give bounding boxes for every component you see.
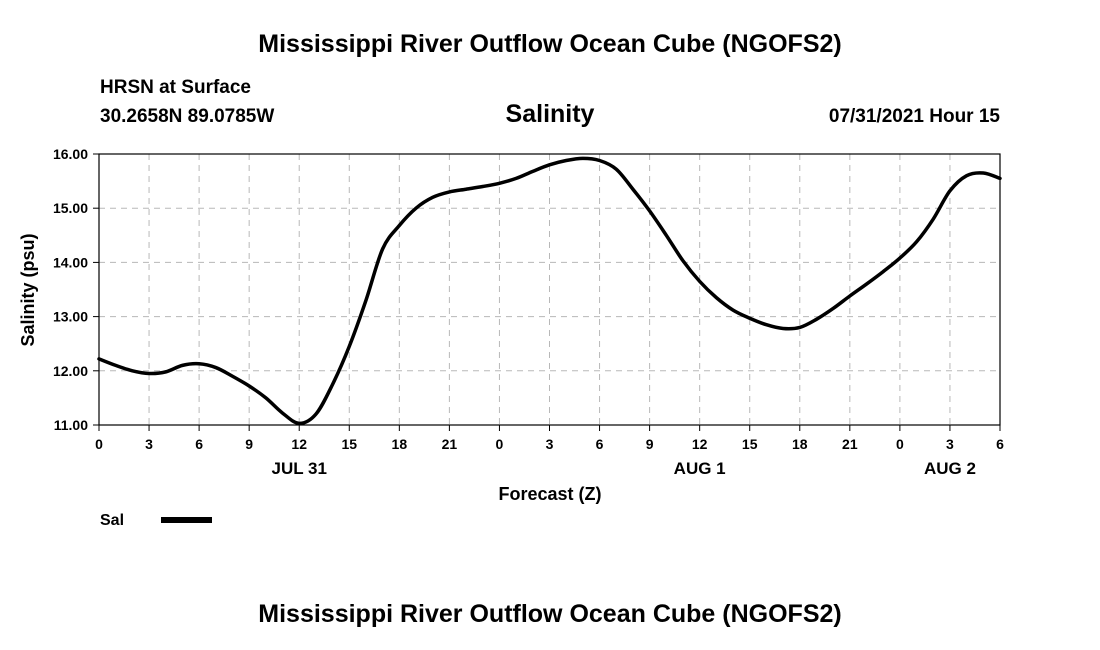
x-axis: 0 3 6 9 12 15 18 21 0 3 6 9 12 15 18 21 0 3 6	[95, 425, 1004, 452]
salinity-chart: 11.00 12.00 13.00 14.00 15.00 16.00 0 3 6 9 12 15 1…	[18, 146, 1004, 529]
x-tick-label: 3	[946, 436, 954, 452]
day-label: AUG 2	[924, 459, 976, 478]
day-label: AUG 1	[674, 459, 726, 478]
y-axis-label: Salinity (psu)	[18, 233, 38, 346]
station-coords: 30.2658N 89.0785W	[100, 106, 275, 127]
x-tick-label: 9	[245, 436, 253, 452]
x-tick-label: 15	[341, 436, 357, 452]
station-name: HRSN at Surface	[100, 77, 251, 98]
y-tick-label: 15.00	[53, 200, 88, 216]
x-tick-label: 6	[195, 436, 203, 452]
legend: Sal	[100, 512, 212, 529]
day-label: JUL 31	[271, 459, 326, 478]
x-tick-label: 3	[145, 436, 153, 452]
forecast-datetime: 07/31/2021 Hour 15	[828, 106, 1000, 127]
x-tick-label: 6	[596, 436, 604, 452]
x-tick-label: 15	[742, 436, 758, 452]
y-tick-label: 12.00	[53, 363, 88, 379]
x-tick-label: 0	[896, 436, 904, 452]
x-tick-label: 0	[496, 436, 504, 452]
x-tick-label: 9	[646, 436, 654, 452]
chart-title: Salinity	[505, 100, 595, 128]
x-tick-label: 21	[442, 436, 458, 452]
chart-grid	[99, 154, 1000, 425]
y-tick-label: 13.00	[53, 309, 88, 325]
y-axis: 11.00 12.00 13.00 14.00 15.00 16.00	[53, 146, 99, 433]
x-tick-label: 12	[692, 436, 708, 452]
y-tick-label: 14.00	[53, 254, 88, 270]
x-axis-label: Forecast (Z)	[498, 484, 601, 504]
x-tick-label: 6	[996, 436, 1004, 452]
page-title: Mississippi River Outflow Ocean Cube (NG…	[258, 30, 842, 58]
series-line-sal	[97, 156, 1002, 426]
x-tick-label: 21	[842, 436, 858, 452]
x-tick-label: 18	[792, 436, 808, 452]
x-tick-label: 0	[95, 436, 103, 452]
x-tick-label: 3	[546, 436, 554, 452]
day-labels: JUL 31 AUG 1 AUG 2	[271, 459, 975, 478]
x-tick-label: 18	[392, 436, 408, 452]
y-tick-label: 11.00	[54, 417, 88, 433]
legend-label: Sal	[100, 512, 124, 529]
x-tick-label: 12	[291, 436, 307, 452]
footer-title: Mississippi River Outflow Ocean Cube (NG…	[258, 600, 842, 628]
y-tick-label: 16.00	[53, 146, 88, 162]
